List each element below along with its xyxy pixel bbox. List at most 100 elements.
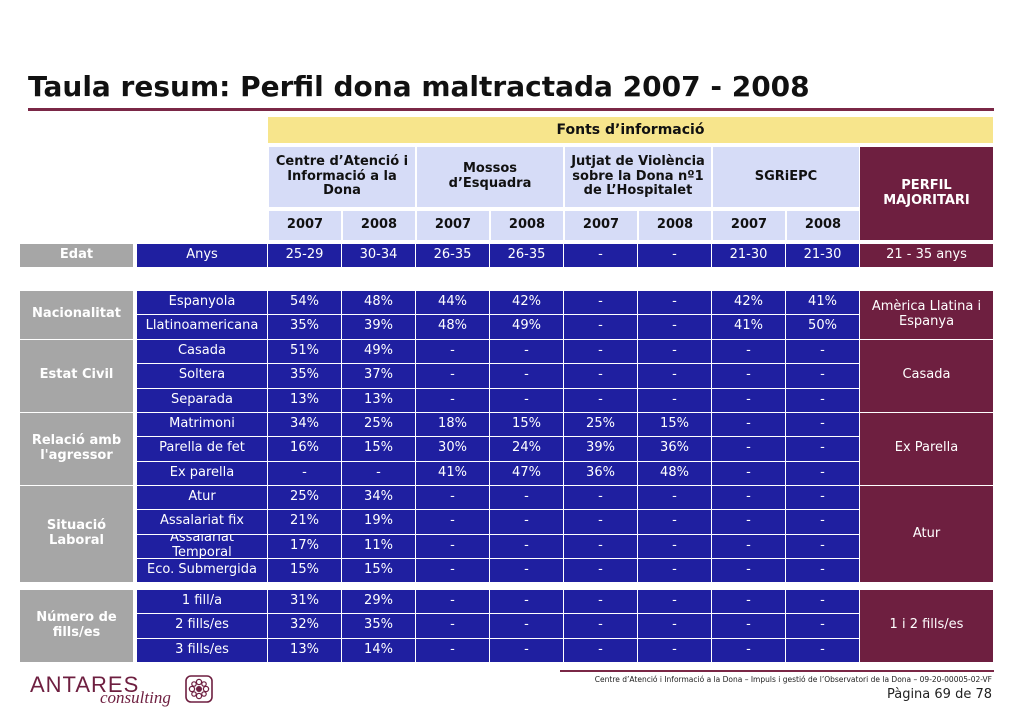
value-cell: -	[786, 461, 860, 486]
value-cell: 13%	[268, 388, 342, 413]
year-header: 2007	[417, 211, 489, 240]
value-cell: -	[490, 558, 564, 584]
profile-value: Casada	[860, 340, 993, 412]
value-cell: 42%	[490, 291, 564, 316]
value-cell: 41%	[786, 291, 860, 316]
value-cell: -	[786, 558, 860, 584]
value-cell: 32%	[268, 614, 342, 639]
value-cell: -	[638, 244, 712, 269]
category-label: Estat Civil	[20, 340, 133, 412]
value-cell: -	[416, 638, 490, 663]
profile-value: Atur	[860, 486, 993, 583]
value-cell: -	[564, 558, 638, 584]
value-cell: -	[638, 486, 712, 511]
value-cell: -	[786, 388, 860, 413]
value-cell: -	[564, 244, 638, 269]
value-cell: 15%	[342, 437, 416, 462]
value-cell: -	[638, 558, 712, 584]
value-cell: -	[786, 340, 860, 365]
value-cell: -	[416, 614, 490, 639]
value-cell: 30%	[416, 437, 490, 462]
value-cell: -	[638, 510, 712, 535]
row-label: Anys	[137, 244, 268, 269]
value-cell: 49%	[490, 315, 564, 340]
value-cell: -	[564, 510, 638, 535]
value-cell: -	[564, 590, 638, 615]
value-cell: 26-35	[416, 244, 490, 269]
category-label: Número de fills/es	[20, 590, 133, 662]
page-title: Taula resum: Perfil dona maltractada 200…	[28, 70, 810, 103]
value-cell: 39%	[342, 315, 416, 340]
value-cell: -	[416, 558, 490, 584]
row-label: Assalariat fix	[137, 510, 268, 535]
value-cell: -	[712, 638, 786, 663]
source-name: Centre d’Atenció i Informació a la Dona	[269, 147, 415, 207]
value-cell: -	[342, 461, 416, 486]
profile-header: PERFIL MAJORITARI	[860, 147, 993, 240]
value-cell: 44%	[416, 291, 490, 316]
value-cell: -	[638, 590, 712, 615]
category-label: Situació Laboral	[20, 486, 133, 583]
value-cell: -	[712, 534, 786, 559]
profile-value: Amèrica Llatina i Espanya	[860, 291, 993, 339]
value-cell: -	[416, 486, 490, 511]
value-cell: -	[490, 388, 564, 413]
value-cell: -	[786, 534, 860, 559]
value-cell: -	[490, 340, 564, 365]
value-cell: -	[786, 486, 860, 511]
value-cell: -	[416, 510, 490, 535]
value-cell: 13%	[268, 638, 342, 663]
value-cell: -	[712, 388, 786, 413]
row-label: Matrimoni	[137, 413, 268, 438]
value-cell: 19%	[342, 510, 416, 535]
row-label: Eco. Submergida	[137, 558, 268, 584]
value-cell: -	[490, 486, 564, 511]
row-label: Atur	[137, 486, 268, 511]
value-cell: 15%	[638, 413, 712, 438]
value-cell: -	[786, 590, 860, 615]
value-cell: -	[638, 614, 712, 639]
value-cell: 54%	[268, 291, 342, 316]
value-cell: 11%	[342, 534, 416, 559]
row-label: Llatinoamericana	[137, 315, 268, 340]
value-cell: -	[638, 315, 712, 340]
value-cell: 51%	[268, 340, 342, 365]
value-cell: -	[712, 614, 786, 639]
value-cell: 14%	[342, 638, 416, 663]
value-cell: 48%	[342, 291, 416, 316]
value-cell: 21-30	[786, 244, 860, 269]
value-cell: -	[786, 364, 860, 389]
row-label: Espanyola	[137, 291, 268, 316]
row-label: 2 fills/es	[137, 614, 268, 639]
value-cell: -	[712, 461, 786, 486]
row-label: 3 fills/es	[137, 638, 268, 663]
value-cell: -	[564, 364, 638, 389]
value-cell: -	[564, 486, 638, 511]
value-cell: 25%	[342, 413, 416, 438]
value-cell: 25%	[564, 413, 638, 438]
row-label: Separada	[137, 388, 268, 413]
profile-value: 21 - 35 anys	[860, 244, 993, 268]
category-label: Edat	[20, 244, 133, 268]
profile-value: 1 i 2 fills/es	[860, 590, 993, 662]
value-cell: -	[712, 437, 786, 462]
value-cell: -	[416, 364, 490, 389]
footer-text: Centre d’Atenció i Informació a la Dona …	[594, 675, 992, 684]
value-cell: 39%	[564, 437, 638, 462]
value-cell: -	[564, 614, 638, 639]
value-cell: 15%	[490, 413, 564, 438]
value-cell: 13%	[342, 388, 416, 413]
value-cell: -	[564, 340, 638, 365]
value-cell: -	[564, 638, 638, 663]
value-cell: -	[416, 340, 490, 365]
row-label: 1 fill/a	[137, 590, 268, 615]
value-cell: -	[638, 534, 712, 559]
value-cell: -	[638, 388, 712, 413]
year-header: 2007	[713, 211, 785, 240]
value-cell: -	[416, 388, 490, 413]
value-cell: -	[564, 388, 638, 413]
value-cell: 35%	[342, 614, 416, 639]
value-cell: -	[490, 534, 564, 559]
value-cell: 34%	[268, 413, 342, 438]
source-name: SGRiEPC	[713, 147, 859, 207]
